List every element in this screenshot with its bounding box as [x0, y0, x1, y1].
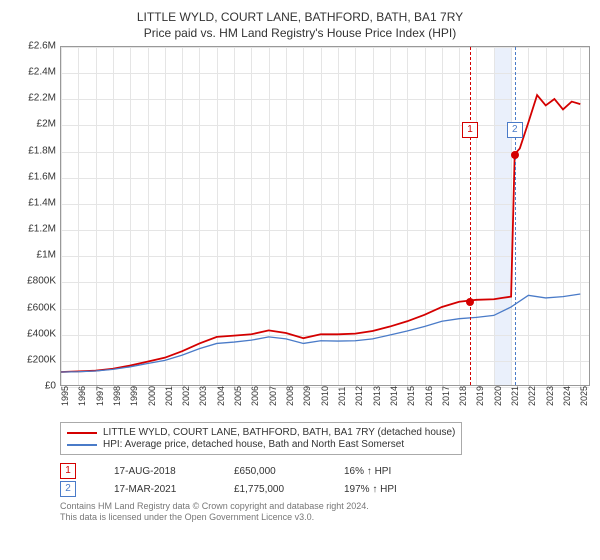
footer-line1: Contains HM Land Registry data © Crown c…	[60, 501, 590, 511]
x-tick-label: 2012	[354, 386, 364, 406]
x-tick-label: 2006	[250, 386, 260, 406]
x-tick-label: 2003	[198, 386, 208, 406]
transaction-pct: 197% ↑ HPI	[344, 484, 397, 495]
marker-line-1	[470, 47, 471, 385]
x-tick-label: 2025	[579, 386, 589, 406]
x-tick-label: 2014	[389, 386, 399, 406]
x-tick-label: 2019	[475, 386, 485, 406]
transaction-price: £1,775,000	[234, 484, 314, 495]
x-tick-label: 2008	[285, 386, 295, 406]
x-tick-label: 2007	[268, 386, 278, 406]
y-tick-label: £1.4M	[28, 197, 56, 208]
y-tick-label: £2.2M	[28, 93, 56, 104]
x-tick-label: 1998	[112, 386, 122, 406]
x-tick-label: 2018	[458, 386, 468, 406]
legend-swatch	[67, 444, 97, 446]
x-tick-label: 2020	[493, 386, 503, 406]
x-tick-label: 2001	[164, 386, 174, 406]
transaction-price: £650,000	[234, 466, 314, 477]
transaction-date: 17-AUG-2018	[114, 466, 204, 477]
chart-container: LITTLE WYLD, COURT LANE, BATHFORD, BATH,…	[0, 0, 600, 560]
series-hpi	[61, 294, 580, 372]
x-tick-label: 2016	[424, 386, 434, 406]
x-tick-label: 2005	[233, 386, 243, 406]
y-tick-label: £0	[45, 381, 56, 392]
y-tick-label: £600K	[27, 302, 56, 313]
legend-row: LITTLE WYLD, COURT LANE, BATHFORD, BATH,…	[67, 427, 455, 438]
transaction-pct: 16% ↑ HPI	[344, 466, 391, 477]
x-tick-label: 1995	[60, 386, 70, 406]
legend-label: LITTLE WYLD, COURT LANE, BATHFORD, BATH,…	[103, 427, 455, 438]
x-tick-label: 2015	[406, 386, 416, 406]
x-tick-label: 2017	[441, 386, 451, 406]
transaction-date: 17-MAR-2021	[114, 484, 204, 495]
footer-line2: This data is licensed under the Open Gov…	[60, 512, 590, 522]
x-tick-label: 2023	[545, 386, 555, 406]
transaction-badge: 1	[60, 463, 76, 479]
legend-label: HPI: Average price, detached house, Bath…	[103, 439, 404, 450]
legend-swatch	[67, 432, 97, 434]
y-tick-label: £200K	[27, 354, 56, 365]
x-tick-label: 2002	[181, 386, 191, 406]
x-tick-label: 2010	[320, 386, 330, 406]
y-tick-label: £2.6M	[28, 41, 56, 52]
x-tick-label: 2000	[147, 386, 157, 406]
x-tick-label: 2009	[302, 386, 312, 406]
x-tick-label: 2011	[337, 387, 347, 406]
y-tick-label: £400K	[27, 328, 56, 339]
y-tick-label: £1.2M	[28, 224, 56, 235]
y-tick-label: £800K	[27, 276, 56, 287]
legend: LITTLE WYLD, COURT LANE, BATHFORD, BATH,…	[60, 422, 462, 455]
series-property	[61, 95, 580, 372]
plot-area: 12	[60, 46, 590, 386]
transaction-table: 1 17-AUG-2018 £650,000 16% ↑ HPI 2 17-MAR-202…	[60, 463, 590, 497]
y-tick-label: £1.8M	[28, 145, 56, 156]
marker-line-2	[515, 47, 516, 385]
marker-label-2: 2	[507, 122, 523, 138]
transaction-badge: 2	[60, 481, 76, 497]
x-tick-label: 2013	[372, 386, 382, 406]
x-tick-label: 2024	[562, 386, 572, 406]
plot-column: 12 1995199619971998199920002001200220032…	[60, 46, 590, 416]
marker-point-1	[466, 298, 474, 306]
chart-title: LITTLE WYLD, COURT LANE, BATHFORD, BATH,…	[10, 10, 590, 24]
transaction-row: 2 17-MAR-2021 £1,775,000 197% ↑ HPI	[60, 481, 590, 497]
x-tick-label: 2022	[527, 386, 537, 406]
x-tick-label: 1999	[129, 386, 139, 406]
marker-label-1: 1	[462, 122, 478, 138]
chart-wrap: £0 £200K £400K £600K £800K £1M £1.2M £1.4M £1.6M…	[10, 46, 590, 416]
line-svg	[61, 47, 589, 385]
x-tick-label: 2004	[216, 386, 226, 406]
y-tick-label: £1M	[37, 250, 56, 261]
x-tick-label: 1997	[95, 386, 105, 406]
x-tick-label: 2021	[510, 386, 520, 406]
transaction-row: 1 17-AUG-2018 £650,000 16% ↑ HPI	[60, 463, 590, 479]
footer-attribution: Contains HM Land Registry data © Crown c…	[60, 501, 590, 522]
y-tick-label: £1.6M	[28, 171, 56, 182]
y-tick-label: £2.4M	[28, 67, 56, 78]
y-axis-labels: £0£200K£400K£600K£800K£1M£1.2M£1.4M£1.6M…	[10, 46, 60, 386]
x-axis-labels: 1995 1996 1997 1998 1999 2000 2001 2002 2003 2004…	[60, 386, 590, 416]
chart-subtitle: Price paid vs. HM Land Registry's House …	[10, 26, 590, 40]
x-tick-label: 1996	[77, 386, 87, 406]
y-tick-label: £2M	[37, 119, 56, 130]
legend-row: HPI: Average price, detached house, Bath…	[67, 439, 455, 450]
marker-point-2	[511, 151, 519, 159]
